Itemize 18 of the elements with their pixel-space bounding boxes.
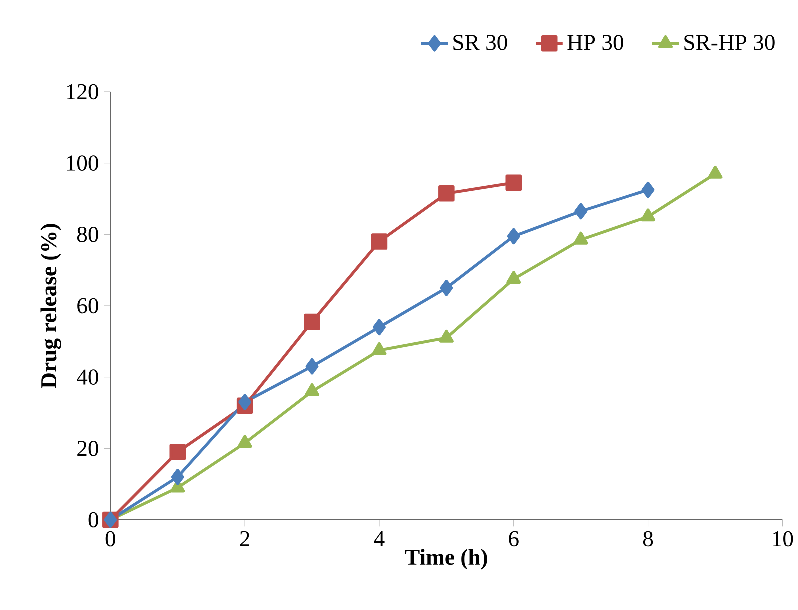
x-axis-title: Time (h) <box>405 549 488 570</box>
y-tick-label: 40 <box>77 370 98 385</box>
y-tick-label: 0 <box>88 512 98 528</box>
legend-label: SR-HP 30 <box>684 35 775 50</box>
x-tick-label: 4 <box>374 531 385 546</box>
x-tick-label: 10 <box>773 531 794 547</box>
y-tick-label: 60 <box>78 298 98 314</box>
y-axis-title: Drug release (%) <box>40 224 62 388</box>
legend-label: HP 30 <box>568 35 624 50</box>
x-tick-label: 8 <box>643 531 654 547</box>
y-tick-label: 120 <box>67 84 98 100</box>
y-tick-label: 80 <box>77 227 98 242</box>
x-tick-label: 2 <box>240 531 250 546</box>
x-tick-label: 6 <box>509 531 519 547</box>
y-tick-label: 20 <box>78 441 98 456</box>
x-tick-label: 0 <box>106 531 116 547</box>
y-tick-label: 100 <box>67 156 98 171</box>
legend-label: SR 30 <box>454 35 508 50</box>
